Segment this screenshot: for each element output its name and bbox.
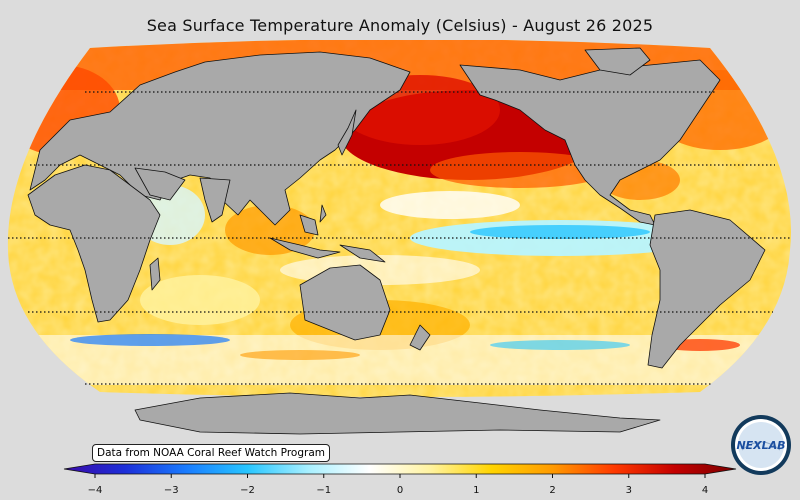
madagascar <box>149 257 161 291</box>
colorbar-tick-label: −4 <box>88 485 103 496</box>
greenland <box>584 47 651 76</box>
colorbar-tick-label: 0 <box>397 485 403 496</box>
south-america <box>647 209 766 369</box>
new-zealand <box>409 324 431 351</box>
africa <box>27 164 161 323</box>
colorbar-tick-label: −3 <box>164 485 179 496</box>
colorbar-tick-label: 3 <box>626 485 632 496</box>
nexlab-logo: NEXLAB <box>731 415 791 475</box>
page-title: Sea Surface Temperature Anomaly (Celsius… <box>146 16 654 35</box>
graticule <box>8 91 792 385</box>
colorbar-tick-label: 1 <box>473 485 479 496</box>
colorbar-tick-label: −2 <box>240 485 255 496</box>
svg-text:NEXLAB: NEXLAB <box>736 439 785 452</box>
colorbar-tick-label: 4 <box>702 485 708 496</box>
colorbar-fill <box>63 463 737 475</box>
maritime-southeast-asia <box>269 204 386 263</box>
colorbar-tick-label: −1 <box>316 485 331 496</box>
colorbar-ticks: −4 −3 −2 −1 0 1 2 3 4 <box>88 474 708 496</box>
north-america <box>459 59 721 226</box>
colorbar-tick-label: 2 <box>549 485 555 496</box>
india <box>199 177 231 223</box>
data-credit-label: Data from NOAA Coral Reef Watch Program <box>92 444 330 462</box>
japan <box>337 109 357 156</box>
australia <box>299 264 391 341</box>
arabia <box>134 167 186 201</box>
land-masses <box>27 47 766 435</box>
antarctica <box>134 392 661 435</box>
